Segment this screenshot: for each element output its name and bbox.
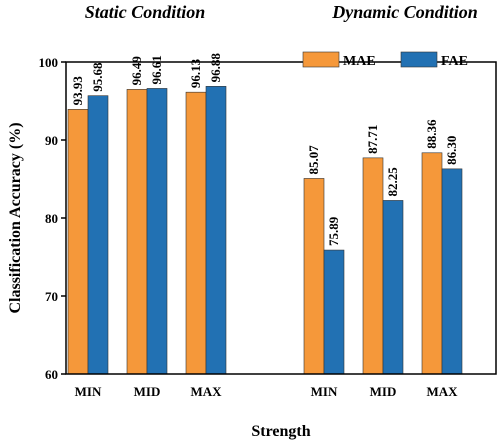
data-label: 96.49	[129, 56, 144, 86]
x-axis-ticks: MIN MID MAX MIN MID MAX	[75, 384, 458, 399]
bar-fae	[441, 168, 463, 375]
data-label: 95.68	[90, 62, 105, 92]
legend-swatch-fae	[400, 51, 438, 68]
data-label: 96.13	[188, 58, 203, 88]
y-tick-label: 60	[45, 367, 58, 382]
data-labels: 93.93 95.68 96.49 96.61 96.13 96.88 85.07 75.89…	[70, 53, 459, 246]
group-title: Static Condition	[85, 2, 206, 22]
bar-fae	[323, 249, 345, 375]
data-label: 96.61	[149, 55, 164, 84]
legend-label: FAE	[441, 54, 468, 69]
legend: MAE FAE	[302, 51, 468, 69]
data-label: 82.25	[385, 167, 400, 197]
y-axis-ticks: 60 70 80 90 100	[39, 55, 66, 382]
y-tick-label: 70	[45, 289, 58, 304]
x-tick-label: MIN	[311, 384, 338, 399]
x-tick-label: MAX	[426, 384, 458, 399]
y-axis-label: Classification Accuracy (%)	[7, 122, 24, 313]
y-tick-label: 80	[45, 211, 58, 226]
x-tick-label: MID	[134, 384, 161, 399]
bar-fae	[146, 88, 168, 375]
data-label: 88.36	[424, 119, 439, 149]
bar-fae	[382, 200, 404, 375]
bar-mae	[421, 152, 443, 375]
bar-mae	[362, 157, 384, 375]
data-label: 85.07	[306, 145, 321, 175]
group-titles: Static Condition Dynamic Condition	[85, 2, 478, 22]
x-tick-label: MAX	[190, 384, 222, 399]
bars	[67, 86, 463, 375]
bar-fae	[205, 86, 227, 375]
y-tick-label: 90	[45, 133, 58, 148]
x-axis-label: Strength	[251, 423, 310, 440]
plot-frame	[65, 61, 497, 375]
bar-fae	[87, 95, 109, 375]
data-label: 86.30	[444, 136, 459, 165]
bar-mae	[185, 91, 207, 375]
legend-label: MAE	[343, 54, 376, 69]
y-tick-label: 100	[39, 55, 59, 70]
x-tick-label: MID	[370, 384, 397, 399]
bar-mae	[303, 178, 325, 375]
data-label: 96.88	[208, 53, 223, 83]
data-label: 75.89	[326, 216, 341, 246]
legend-swatch-mae	[302, 51, 340, 68]
bar-mae	[126, 89, 148, 375]
data-label: 87.71	[365, 125, 380, 154]
bar-mae	[67, 109, 89, 375]
x-tick-label: MIN	[75, 384, 102, 399]
group-title: Dynamic Condition	[331, 2, 478, 22]
data-label: 93.93	[70, 76, 85, 106]
